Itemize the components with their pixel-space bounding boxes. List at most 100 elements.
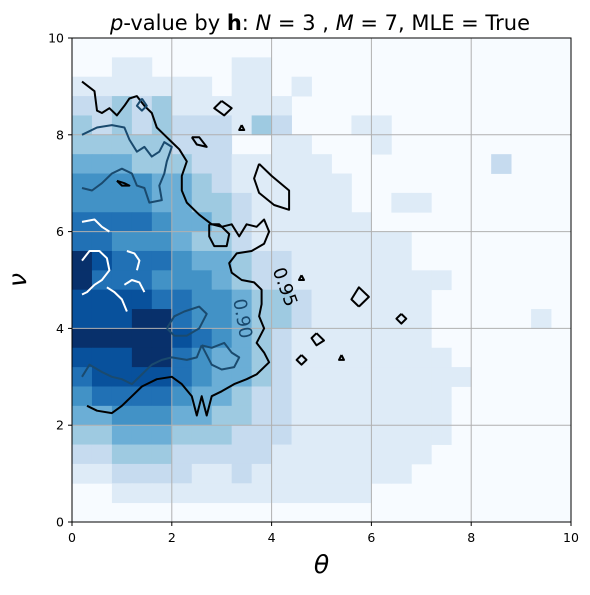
heatmap-cell — [411, 309, 432, 329]
contour-line — [81, 80, 271, 417]
heatmap-cell — [191, 76, 213, 97]
heatmap-cell — [151, 444, 173, 465]
title-part2: : — [242, 11, 256, 35]
heatmap-cell — [271, 270, 292, 291]
heatmap-cell — [391, 367, 412, 387]
heatmap-cell — [371, 289, 392, 310]
heatmap-cell — [211, 212, 233, 232]
heatmap-cell — [231, 444, 253, 465]
heatmap-cell — [251, 76, 272, 97]
heatmap-cell — [391, 270, 412, 291]
heatmap-cell — [191, 289, 213, 310]
heatmap-cell — [131, 328, 153, 349]
heatmap-cell — [131, 212, 153, 232]
heatmap-cell — [271, 134, 292, 155]
contour-line — [81, 124, 173, 204]
heatmap-cell — [391, 289, 412, 310]
heatmap-cell — [271, 250, 292, 271]
heatmap-cell — [331, 192, 352, 213]
heatmap-cell — [291, 76, 312, 97]
heatmap-cell — [371, 270, 392, 291]
heatmap-cell — [72, 328, 93, 349]
heatmap-cell — [311, 386, 332, 407]
heatmap-cell — [251, 425, 272, 445]
heatmap-cell — [491, 154, 512, 174]
heatmap-cell — [231, 328, 253, 349]
heatmap-cell — [431, 405, 452, 426]
heatmap-cell — [131, 96, 153, 116]
heatmap-cell — [111, 134, 133, 155]
contour-line — [165, 305, 208, 337]
x-tick-label: 10 — [563, 530, 579, 545]
heatmap-cell — [331, 328, 352, 349]
x-tick-label: 0 — [68, 530, 76, 545]
heatmap-cell — [191, 115, 213, 136]
heatmap-cell — [151, 386, 173, 407]
y-axis-label: ν — [3, 273, 32, 287]
heatmap-cell — [231, 309, 253, 329]
heatmap-cell — [251, 463, 272, 484]
heatmap-cell — [171, 192, 193, 213]
heatmap-cell — [331, 250, 352, 271]
gridlines — [72, 38, 571, 522]
heatmap-cell — [91, 250, 113, 271]
heatmap-cell — [431, 347, 452, 368]
contour-line — [126, 250, 141, 271]
heatmap-cell — [72, 367, 93, 387]
heatmap-cell — [111, 231, 133, 252]
contour-line — [200, 341, 241, 371]
heatmap-cell — [191, 212, 213, 232]
contour-line — [295, 354, 308, 366]
heatmap-cell — [411, 405, 432, 426]
heatmap-cell — [311, 192, 332, 213]
heatmap-cell — [291, 192, 312, 213]
heatmap-cell — [191, 425, 213, 445]
svg-text:p-value by h: N = 3 , M = 7, M: p-value by h: N = 3 , M = 7, MLE = True — [109, 11, 530, 35]
heatmap-cell — [72, 115, 93, 136]
heatmap-cell — [211, 192, 233, 213]
heatmap-cell — [231, 76, 253, 97]
heatmap-cell — [331, 347, 352, 368]
heatmap-cell — [371, 309, 392, 329]
heatmap-cell — [251, 96, 272, 116]
heatmap-cell — [311, 250, 332, 271]
x-tick-label: 8 — [467, 530, 475, 545]
heatmap-cell — [111, 405, 133, 426]
heatmap-cell — [291, 367, 312, 387]
heatmap-cell — [311, 309, 332, 329]
heatmap-cell — [171, 444, 193, 465]
heatmap-cell — [291, 231, 312, 252]
heatmap-cell — [91, 154, 113, 174]
heatmap-cell — [72, 231, 93, 252]
heatmap-cell — [391, 250, 412, 271]
heatmap-cell — [72, 347, 93, 368]
heatmap-cell — [231, 289, 253, 310]
heatmap-cell — [411, 386, 432, 407]
heatmap-cell — [391, 405, 412, 426]
heatmap-cell — [251, 444, 272, 465]
contour-line — [190, 136, 208, 148]
heatmap-cell — [251, 115, 272, 136]
contour-line — [395, 313, 408, 325]
heatmap-cell — [311, 463, 332, 484]
heatmap-cell — [91, 115, 113, 136]
heatmap-cell — [291, 483, 312, 504]
heatmap-cell — [171, 134, 193, 155]
heatmap-cell — [191, 444, 213, 465]
heatmap-cell — [371, 444, 392, 465]
heatmap-cell — [91, 444, 113, 465]
heatmap-cell — [191, 192, 213, 213]
x-tick-label: 6 — [367, 530, 375, 545]
heatmap-cell — [91, 425, 113, 445]
contour-line — [238, 124, 246, 131]
heatmap-cell — [291, 289, 312, 310]
heatmap-cell — [331, 463, 352, 484]
heatmap-cell — [211, 483, 233, 504]
heatmap-cell — [151, 405, 173, 426]
heatmap-cell — [411, 444, 432, 465]
heatmap-cell — [131, 463, 153, 484]
heatmap-cell — [311, 289, 332, 310]
heatmap-cell — [371, 367, 392, 387]
